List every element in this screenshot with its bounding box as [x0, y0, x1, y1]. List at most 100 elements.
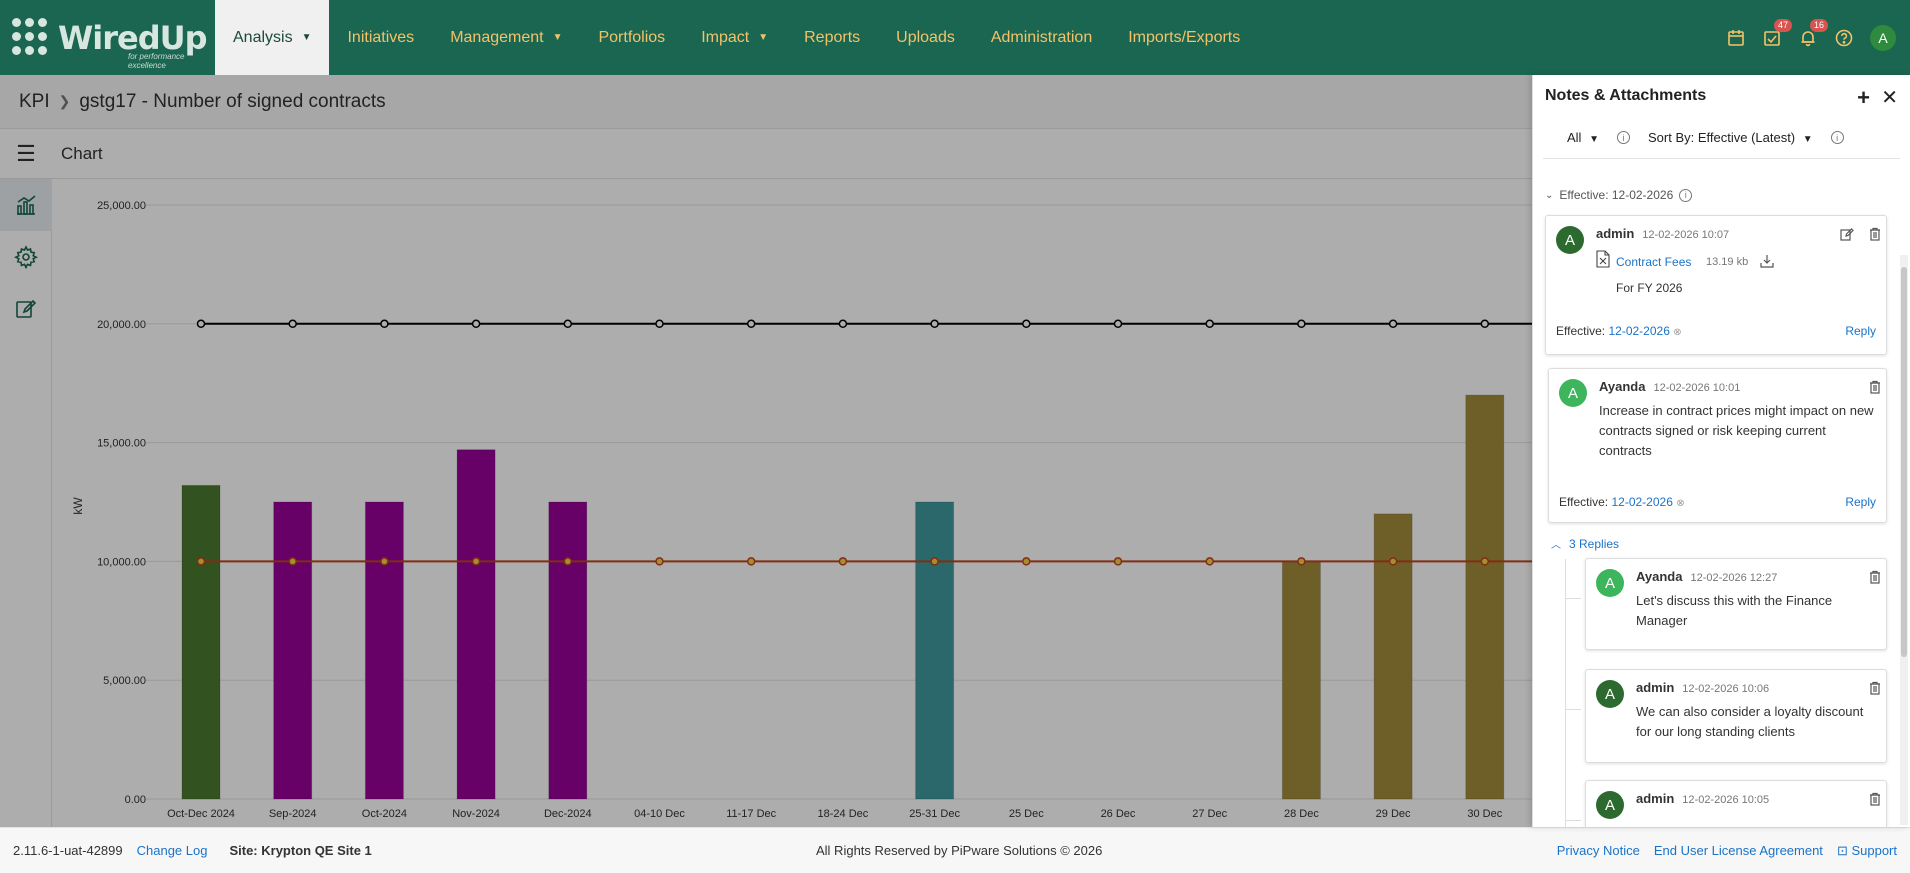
- trash-icon[interactable]: [1868, 227, 1882, 241]
- series-point[interactable]: [1113, 319, 1123, 329]
- reply-time: 12-02-2026 10:05: [1682, 794, 1770, 806]
- tasks-icon[interactable]: 47: [1762, 18, 1792, 48]
- changelog-link[interactable]: Change Log: [136, 843, 208, 858]
- series-point[interactable]: [1022, 557, 1031, 566]
- chevron-up-icon: ︿: [1551, 540, 1561, 551]
- series-point[interactable]: [1022, 319, 1031, 329]
- series-point[interactable]: [746, 319, 756, 329]
- nav-item-reports[interactable]: Reports: [786, 0, 878, 75]
- chart-title: Chart: [61, 143, 103, 163]
- nav-item-administration[interactable]: Administration: [973, 0, 1110, 75]
- info-icon[interactable]: i: [1830, 131, 1844, 144]
- nav-item-impact[interactable]: Impact ▼: [683, 0, 786, 75]
- chart-view-button[interactable]: [0, 179, 52, 231]
- settings-button[interactable]: [0, 231, 52, 283]
- reply-button[interactable]: Reply: [1845, 495, 1876, 509]
- reply-button[interactable]: Reply: [1845, 324, 1876, 338]
- series-point[interactable]: [1113, 557, 1123, 566]
- edit-icon[interactable]: [1840, 227, 1854, 241]
- bar[interactable]: [364, 501, 404, 800]
- series-point[interactable]: [746, 557, 756, 566]
- series-point[interactable]: [838, 319, 848, 329]
- effective-group-header[interactable]: ⌄ Effective: 12-02-2026 i: [1545, 188, 1693, 202]
- bar[interactable]: [915, 501, 955, 800]
- bar[interactable]: [456, 449, 496, 800]
- series-point[interactable]: [655, 319, 664, 329]
- x-tick-label: 04-10 Dec: [634, 808, 685, 820]
- series-point[interactable]: [1297, 319, 1306, 329]
- series-point[interactable]: [288, 557, 297, 566]
- series-point[interactable]: [1205, 557, 1214, 566]
- bar[interactable]: [1281, 560, 1321, 800]
- bar[interactable]: [548, 501, 588, 800]
- help-icon[interactable]: [1834, 28, 1854, 48]
- support-link[interactable]: ⊡ Support: [1837, 843, 1897, 859]
- download-icon[interactable]: [1760, 254, 1774, 268]
- trash-icon[interactable]: [1868, 681, 1882, 695]
- series-point[interactable]: [1480, 319, 1490, 329]
- series-point[interactable]: [288, 319, 297, 329]
- replies-count: 3 Replies: [1569, 536, 1620, 551]
- series-point[interactable]: [196, 319, 206, 329]
- app-logo[interactable]: WiredUp for performance excellence: [0, 0, 215, 75]
- series-point[interactable]: [1480, 557, 1490, 566]
- series-point[interactable]: [380, 557, 389, 566]
- effective-date-link[interactable]: 12-02-2026: [1608, 324, 1670, 338]
- support-label: Support: [1851, 842, 1897, 858]
- note-text: Increase in contract prices might impact…: [1599, 403, 1874, 458]
- series-point[interactable]: [930, 557, 939, 566]
- hamburger-menu-icon[interactable]: ☰: [16, 140, 36, 166]
- eula-link[interactable]: End User License Agreement: [1653, 842, 1823, 858]
- series-point[interactable]: [1205, 319, 1214, 329]
- add-note-icon[interactable]: +: [1857, 85, 1870, 110]
- user-avatar[interactable]: A: [1870, 24, 1896, 51]
- breadcrumb-root[interactable]: KPI: [19, 90, 50, 112]
- series-point[interactable]: [380, 319, 389, 329]
- bar[interactable]: [273, 501, 313, 800]
- series-point[interactable]: [930, 319, 939, 329]
- x-tick-label: 27 Dec: [1192, 808, 1227, 820]
- edit-button[interactable]: [0, 283, 52, 335]
- series-point[interactable]: [563, 557, 573, 566]
- bell-icon[interactable]: 16: [1798, 18, 1828, 48]
- privacy-link[interactable]: Privacy Notice: [1556, 842, 1640, 858]
- series-point[interactable]: [838, 557, 848, 566]
- clear-date-icon[interactable]: ⊗: [1676, 498, 1685, 509]
- info-icon[interactable]: i: [1679, 188, 1693, 202]
- nav-item-portfolios[interactable]: Portfolios: [580, 0, 683, 75]
- nav-item-management[interactable]: Management ▼: [432, 0, 580, 75]
- nav-item-analysis[interactable]: Analysis ▼: [215, 0, 330, 75]
- x-tick-label: 18-24 Dec: [818, 808, 869, 820]
- bar[interactable]: [1373, 513, 1413, 800]
- series-point[interactable]: [1388, 557, 1398, 566]
- replies-toggle[interactable]: ︿ 3 Replies: [1551, 536, 1620, 552]
- clear-date-icon[interactable]: ⊗: [1673, 327, 1682, 338]
- series-point[interactable]: [1388, 319, 1398, 329]
- effective-date-link[interactable]: 12-02-2026: [1611, 495, 1673, 509]
- series-point[interactable]: [471, 557, 481, 566]
- series-point[interactable]: [196, 557, 206, 566]
- series-point[interactable]: [1297, 557, 1306, 566]
- info-icon[interactable]: i: [1616, 131, 1630, 144]
- calendar-icon[interactable]: [1726, 28, 1746, 48]
- bar[interactable]: [1465, 394, 1505, 800]
- trash-icon[interactable]: [1868, 792, 1882, 806]
- trash-icon[interactable]: [1868, 380, 1882, 394]
- note-time: 12-02-2026 10:07: [1642, 229, 1730, 241]
- nav-item-uploads[interactable]: Uploads: [878, 0, 973, 75]
- nav-item-imports-exports[interactable]: Imports/Exports: [1110, 0, 1258, 75]
- close-icon[interactable]: ✕: [1881, 87, 1898, 109]
- sort-select[interactable]: Sort By: Effective (Latest) ▼: [1648, 130, 1813, 145]
- attachment-link[interactable]: Contract Fees: [1616, 255, 1692, 269]
- bar[interactable]: [181, 484, 221, 800]
- scrollbar-thumb[interactable]: [1901, 267, 1907, 657]
- filter-select[interactable]: All ▼: [1567, 130, 1599, 145]
- trash-icon[interactable]: [1868, 570, 1882, 584]
- reply-author: admin 12-02-2026 10:06: [1636, 680, 1770, 695]
- panel-scrollbar[interactable]: [1900, 255, 1908, 825]
- series-point[interactable]: [563, 319, 573, 329]
- nav-item-initiatives[interactable]: Initiatives: [329, 0, 432, 75]
- series-point[interactable]: [471, 319, 481, 329]
- series-point[interactable]: [655, 557, 664, 566]
